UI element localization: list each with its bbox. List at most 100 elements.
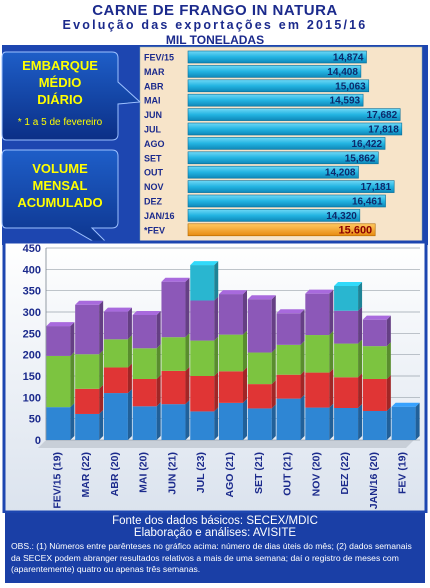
- stack-segment: [219, 294, 243, 335]
- hbar-category-label: MAI: [144, 96, 161, 106]
- hbar-bar: [187, 223, 376, 237]
- stack-segment: [161, 281, 186, 338]
- stack-segment-side: [358, 281, 363, 311]
- stack-segment-side: [99, 300, 104, 355]
- stack-segment: [247, 408, 272, 440]
- chart-title: CARNE DE FRANGO IN NATURA: [92, 2, 338, 19]
- stack-top: [334, 281, 363, 286]
- stack-segment: [190, 340, 215, 376]
- stack-segment: [103, 393, 128, 440]
- stack-segment: [190, 411, 215, 440]
- stack-segment: [334, 310, 359, 344]
- stack-segment: [276, 374, 301, 399]
- stack-top: [103, 307, 132, 312]
- hbar-value-label: 14,874: [333, 53, 364, 64]
- stack-segment: [219, 371, 243, 403]
- stack-segment: [132, 348, 157, 379]
- hbar-category-label: MAR: [144, 67, 165, 77]
- stack-segment: [161, 404, 186, 440]
- hbar-bar: [187, 50, 367, 64]
- stack-segment-side: [300, 370, 305, 399]
- hbar-category-label: JUL: [144, 125, 162, 135]
- x-tick-label: DEZ (22): [339, 452, 351, 495]
- stack-segment: [391, 406, 416, 440]
- hbar-category-label: OUT: [144, 168, 164, 178]
- hbar-value-label: 15.600: [339, 224, 373, 236]
- daily-callout: EMBARQUE MÉDIO DIÁRIO * 1 a 5 de feverei…: [4, 57, 116, 131]
- chart-subtitle: Evolução das exportações em 2015/16: [62, 18, 368, 32]
- y-tick-label: 100: [23, 392, 41, 404]
- hbar-bar: [187, 137, 386, 150]
- stack-segment-side: [243, 367, 247, 403]
- stack-segment-side: [127, 335, 132, 368]
- x-tick-label: JUN (21): [166, 452, 178, 495]
- stack-segment: [362, 378, 387, 411]
- stacked-bars: [46, 261, 420, 440]
- stack-segment: [75, 354, 100, 389]
- hbar-value-label: 14,320: [326, 211, 357, 222]
- stack-top: [247, 295, 276, 300]
- x-tick-label: JUL (23): [195, 452, 207, 493]
- stack-segment-side: [156, 310, 161, 349]
- stacked-x-labels: FEV/15 (19) MAR (22) ABR (20) MAI (20) JUN (…: [51, 452, 408, 509]
- units-label: MIL TONELADAS: [165, 33, 265, 47]
- stack-segment: [219, 402, 243, 440]
- hbar-category-label: ABR: [144, 81, 164, 91]
- stack-top: [75, 300, 104, 305]
- stack-segment-side: [329, 331, 334, 373]
- hbar-bar: [187, 165, 359, 179]
- stack-segment-side: [70, 403, 75, 440]
- stack-top: [190, 261, 219, 266]
- stack-segment: [75, 388, 100, 414]
- x-tick-label: NOV (20): [310, 452, 322, 496]
- stack-segment: [305, 407, 330, 440]
- stack-segment-side: [300, 394, 305, 440]
- stack-segment-side: [358, 306, 363, 344]
- hbar-bar: [187, 151, 379, 165]
- hbar-bar: [187, 108, 401, 121]
- y-tick-label: 200: [23, 350, 41, 362]
- stack-segment: [161, 370, 186, 405]
- hbar-category-label: FEV/15: [144, 53, 174, 63]
- hbar-category-label: JAN/16: [144, 211, 175, 221]
- x-tick-label: AGO (21): [224, 452, 236, 498]
- hbar-category-label: JUN: [144, 110, 162, 120]
- stack-segment-side: [127, 389, 132, 440]
- x-tick-label: ABR (20): [109, 452, 121, 496]
- hbar-category-label: SET: [144, 153, 162, 163]
- y-tick-label: 450: [23, 243, 41, 255]
- hbar-bar: [187, 122, 403, 136]
- stack-segment-side: [243, 290, 247, 335]
- hbar-value-label: 16,422: [351, 139, 382, 150]
- stack-segment: [103, 311, 128, 340]
- stack-top: [46, 322, 75, 327]
- stack-segment-side: [300, 309, 305, 345]
- stack-segment-side: [214, 296, 219, 341]
- hbar-bar: [187, 93, 364, 107]
- stack-segment: [334, 285, 359, 311]
- hbar-value-label: 14,408: [327, 67, 358, 78]
- hbar-category-label: AGO: [144, 139, 165, 149]
- stack-segment: [305, 293, 330, 336]
- stack-segment-side: [185, 400, 190, 440]
- x-tick-label: JAN/16 (20): [368, 452, 380, 509]
- daily-callout-line-2: MÉDIO: [38, 75, 82, 90]
- monthly-callout-line-2: MENSAL: [32, 178, 88, 193]
- stack-segment-side: [156, 402, 161, 440]
- y-tick-label: 50: [29, 414, 41, 426]
- stack-segment: [276, 398, 301, 440]
- stack-segment: [103, 339, 128, 368]
- stack-segment-side: [300, 340, 305, 375]
- stack-segment: [190, 300, 215, 341]
- hbar-value-label: 15,063: [335, 81, 366, 92]
- stack-segment-side: [329, 368, 334, 408]
- stack-segment-side: [214, 336, 219, 376]
- x-tick-label: MAI (20): [138, 452, 150, 493]
- stack-segment-side: [271, 295, 276, 353]
- stack-segment-side: [156, 344, 161, 379]
- y-tick-label: 300: [23, 307, 41, 319]
- stack-segment-side: [185, 333, 190, 371]
- stack-segment: [161, 337, 186, 371]
- stack-segment: [305, 335, 330, 373]
- stack-segment: [190, 376, 215, 412]
